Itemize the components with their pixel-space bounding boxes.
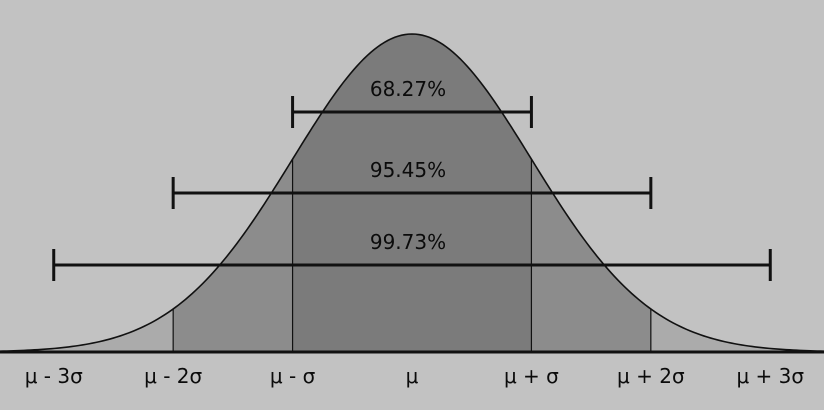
x-tick-label: μ + 2σ — [617, 364, 685, 388]
density-curve — [0, 33, 824, 352]
band-percentage-label: 95.45% — [370, 158, 446, 182]
x-tick-labels: μ - 3σ μ - 2σ μ - σ μ μ + σ μ + 2σ μ + 3σ — [25, 364, 805, 388]
x-tick-label: μ - 2σ — [144, 364, 202, 388]
x-tick-label: μ - σ — [270, 364, 316, 388]
x-tick-label: μ + 3σ — [736, 364, 804, 388]
x-tick-label: μ — [406, 364, 419, 388]
band-percentage-label: 68.27% — [370, 77, 446, 101]
percentage-bands: 68.27% 95.45% 99.73% — [52, 77, 772, 281]
x-tick-label: μ - 3σ — [25, 364, 83, 388]
sigma-dividers — [172, 159, 652, 352]
x-tick-label: μ + σ — [504, 364, 559, 388]
band-percentage-label: 99.73% — [370, 230, 446, 254]
